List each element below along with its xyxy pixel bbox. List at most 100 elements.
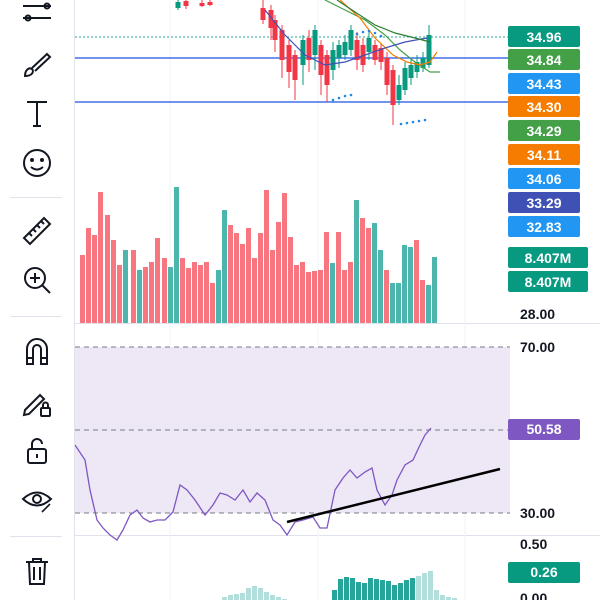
volume-bar xyxy=(432,257,437,323)
volume-bar xyxy=(216,270,221,323)
macd-bar xyxy=(446,597,451,600)
emoji-tool-button[interactable] xyxy=(14,140,60,186)
volume-bar xyxy=(186,268,191,323)
volume-bar xyxy=(137,270,142,323)
price-label-bg xyxy=(508,216,580,237)
candle xyxy=(360,45,366,65)
volume-bar xyxy=(282,193,287,323)
rsi-tick: 30.00 xyxy=(520,505,555,521)
lock-all-tool-button[interactable] xyxy=(14,428,60,474)
volume-bar xyxy=(402,245,407,323)
macd-bar xyxy=(246,588,251,600)
price-label-bg xyxy=(508,49,580,70)
macd-bar xyxy=(252,586,257,600)
volume-pane xyxy=(80,187,437,323)
macd-bar xyxy=(356,582,361,600)
trash-icon xyxy=(26,558,48,585)
macd-bar xyxy=(404,580,409,600)
volume-bar xyxy=(162,258,167,323)
price-tick: 28.00 xyxy=(520,306,555,322)
volume-bar xyxy=(408,247,413,323)
lines-icon xyxy=(23,2,51,22)
candle xyxy=(342,42,348,55)
candle xyxy=(408,65,414,78)
ruler-tool-button[interactable] xyxy=(14,208,60,254)
candle xyxy=(336,45,342,58)
ruler-icon xyxy=(22,216,52,246)
volume-bar xyxy=(312,271,317,323)
macd-bar xyxy=(410,578,415,600)
volume-bar xyxy=(348,262,353,323)
rsi-tick: 70.00 xyxy=(520,339,555,355)
candle xyxy=(286,45,292,72)
volume-bar xyxy=(143,267,148,323)
candle xyxy=(426,35,432,65)
trend-line-tools-button[interactable] xyxy=(14,0,60,36)
pane-separator[interactable] xyxy=(75,535,600,536)
volume-bar xyxy=(426,285,431,323)
chart-canvas[interactable]: 34.96 34.84 34.43 34.30 34.29 34.11 34.06 33.29… xyxy=(75,0,600,600)
candle xyxy=(312,30,318,55)
macd-bar xyxy=(428,571,433,600)
volume-bar xyxy=(111,240,116,323)
sar-dot xyxy=(343,94,347,98)
pane-separator[interactable] xyxy=(75,323,600,324)
price-label-bg xyxy=(508,96,580,117)
ma-line-darkgreen xyxy=(336,0,431,43)
zoom-in-tool-button[interactable] xyxy=(14,257,60,303)
price-label: 34.43 xyxy=(526,76,561,92)
volume-bar xyxy=(105,215,110,323)
macd-bar xyxy=(386,581,391,600)
candle xyxy=(272,20,278,40)
macd-bar xyxy=(240,593,245,600)
candle xyxy=(199,3,205,6)
rsi-line xyxy=(75,427,432,541)
hide-drawings-tool-button[interactable] xyxy=(14,476,60,522)
macd-bar xyxy=(332,590,337,600)
lock-drawings-tool-button[interactable] xyxy=(14,380,60,426)
price-label: 34.11 xyxy=(527,147,561,163)
candle xyxy=(390,70,396,105)
sar-dot xyxy=(417,119,421,123)
volume-bar xyxy=(294,265,299,323)
volume-bar xyxy=(258,233,263,323)
candle xyxy=(366,38,372,52)
candle xyxy=(268,10,274,28)
candle xyxy=(354,40,360,60)
price-scale[interactable]: 34.96 34.84 34.43 34.30 34.29 34.11 34.06 33.29… xyxy=(508,26,588,600)
text-tool-button[interactable] xyxy=(14,90,60,136)
sar-dot xyxy=(331,98,335,102)
sar-dot xyxy=(379,34,383,38)
candle xyxy=(324,55,330,85)
volume-bar xyxy=(222,210,227,323)
volume-label: 8.407M xyxy=(525,250,572,266)
volume-bar xyxy=(117,265,122,323)
price-label-bg xyxy=(508,192,580,213)
macd-bar xyxy=(234,594,239,600)
magnet-icon xyxy=(26,338,48,365)
sar-dot xyxy=(337,96,341,100)
volume-bar xyxy=(228,225,233,323)
candle xyxy=(175,2,181,8)
trend-line xyxy=(286,467,501,524)
volume-bar xyxy=(180,258,185,323)
macd-bar xyxy=(276,597,281,600)
zoom-in-icon xyxy=(24,267,51,294)
volume-bar xyxy=(123,250,128,323)
sar-dot xyxy=(423,118,427,122)
macd-label-bg xyxy=(508,562,580,583)
candle xyxy=(420,58,426,68)
magnet-tool-button[interactable] xyxy=(14,328,60,374)
brush-tool-button[interactable] xyxy=(14,42,60,88)
price-label: 32.83 xyxy=(526,219,561,235)
rsi-pane xyxy=(75,346,510,541)
volume-bar xyxy=(276,222,281,323)
remove-drawings-tool-button[interactable] xyxy=(14,548,60,594)
sar-dot xyxy=(411,120,415,124)
macd-bar xyxy=(222,597,227,600)
sar-dot xyxy=(367,29,371,33)
volume-bar xyxy=(80,255,85,323)
candle xyxy=(306,38,312,60)
sar-dot xyxy=(373,31,377,35)
candle xyxy=(384,58,390,85)
